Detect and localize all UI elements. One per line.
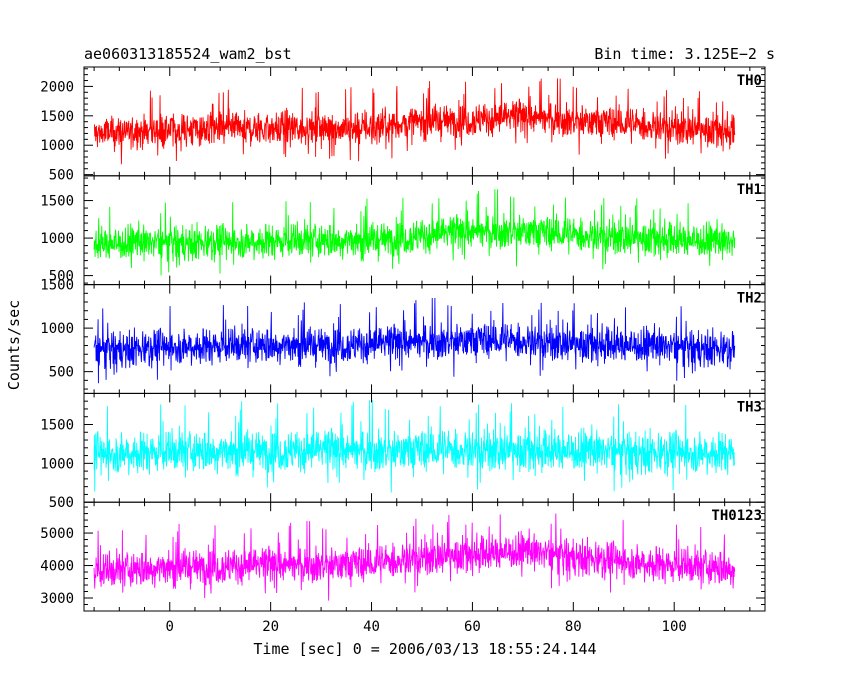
series-line-th3 — [93, 400, 736, 493]
y-tick-label: 3000 — [40, 591, 74, 607]
y-tick-label: 500 — [49, 168, 74, 184]
panel-th1: 500 1000 1500 TH1 — [40, 175, 766, 286]
x-tick-label: 40 — [363, 619, 380, 635]
y-tick-label: 500 — [49, 495, 74, 511]
y-tick-label: 500 — [49, 269, 74, 285]
x-tick-labels: 0 20 40 60 80 100 — [166, 619, 687, 635]
x-tick-label: 60 — [464, 619, 481, 635]
panel-frame — [83, 501, 766, 612]
panel-th3: 500 1000 1500 TH3 — [40, 392, 766, 511]
y-axis-label: Counts/sec — [5, 300, 23, 390]
panel-th2: 500 1000 1500 TH2 — [40, 278, 766, 394]
panel-th0123: 3000 4000 5000 TH0123 — [40, 501, 766, 612]
panel-th0: 500 1000 1500 2000 TH0 — [40, 66, 766, 184]
series-line-th2 — [93, 298, 736, 384]
y-tick-label: 1000 — [40, 456, 74, 472]
panels-group: 500 1000 1500 2000 TH0 500 1000 1500 TH1 500 1000 1… — [40, 66, 766, 612]
x-tick-label: 80 — [565, 619, 582, 635]
y-tick-label: 500 — [49, 365, 74, 381]
x-tick-label: 100 — [662, 619, 687, 635]
x-tick-label: 20 — [262, 619, 279, 635]
panel-label: TH2 — [737, 291, 762, 307]
y-tick-label: 1500 — [40, 417, 74, 433]
chart-title-bin-time: Bin time: 3.125E−2 s — [594, 45, 775, 63]
series-line-th0123 — [93, 513, 736, 601]
panel-label: TH1 — [737, 182, 762, 198]
panel-label: TH0 — [737, 73, 762, 89]
y-tick-label: 1000 — [40, 138, 74, 154]
chart-title-source: ae060313185524_wam2_bst — [84, 45, 292, 63]
y-tick-label: 1000 — [40, 231, 74, 247]
y-tick-label: 1500 — [40, 109, 74, 125]
y-tick-label: 1000 — [40, 321, 74, 337]
series-line-th0 — [93, 78, 736, 165]
series-line-th1 — [93, 189, 736, 276]
x-axis-label: Time [sec] 0 = 2006/03/13 18:55:24.144 — [253, 640, 596, 658]
y-tick-label: 2000 — [40, 79, 74, 95]
panel-label: TH3 — [737, 399, 762, 415]
y-tick-label: 1500 — [40, 278, 74, 294]
x-tick-label: 0 — [166, 619, 174, 635]
panel-label: TH0123 — [711, 508, 762, 524]
y-tick-label: 5000 — [40, 526, 74, 542]
y-tick-label: 4000 — [40, 559, 74, 575]
y-tick-label: 1500 — [40, 194, 74, 210]
